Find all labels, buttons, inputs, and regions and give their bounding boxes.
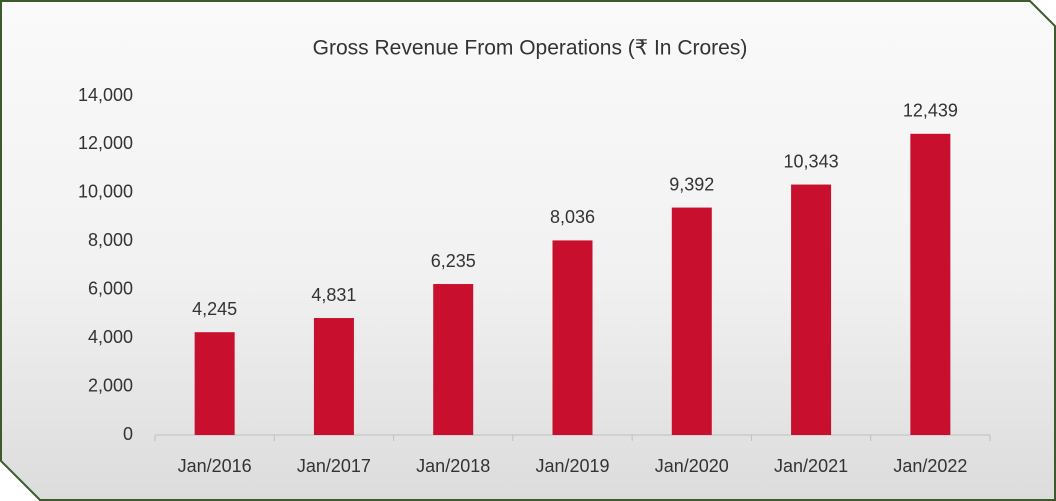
y-tick-label: 10,000 xyxy=(78,182,133,202)
bar xyxy=(433,284,474,435)
value-label: 10,343 xyxy=(784,151,839,171)
x-tick-label: Jan/2020 xyxy=(655,456,729,476)
bar xyxy=(313,318,354,435)
value-label: 4,245 xyxy=(192,299,237,319)
bar xyxy=(791,184,832,435)
y-tick-label: 4,000 xyxy=(88,327,133,347)
y-tick-label: 12,000 xyxy=(78,133,133,153)
bar xyxy=(671,207,712,435)
x-tick-label: Jan/2018 xyxy=(416,456,490,476)
y-tick-label: 6,000 xyxy=(88,278,133,298)
value-label: 12,439 xyxy=(903,101,958,121)
value-label: 8,036 xyxy=(550,207,595,227)
y-tick-label: 14,000 xyxy=(78,85,133,105)
value-label: 4,831 xyxy=(311,285,356,305)
x-tick-label: Jan/2019 xyxy=(535,456,609,476)
bar xyxy=(552,240,593,435)
bar xyxy=(910,133,951,435)
y-tick-label: 2,000 xyxy=(88,375,133,395)
x-tick-label: Jan/2017 xyxy=(297,456,371,476)
x-tick-label: Jan/2016 xyxy=(178,456,252,476)
chart-title: Gross Revenue From Operations (₹ In Cror… xyxy=(313,37,748,60)
bar xyxy=(194,332,235,435)
value-label: 6,235 xyxy=(431,251,476,271)
y-tick-label: 0 xyxy=(123,424,133,444)
x-tick-label: Jan/2021 xyxy=(774,456,848,476)
value-label: 9,392 xyxy=(669,174,714,194)
x-tick-label: Jan/2022 xyxy=(893,456,967,476)
y-tick-label: 8,000 xyxy=(88,230,133,250)
